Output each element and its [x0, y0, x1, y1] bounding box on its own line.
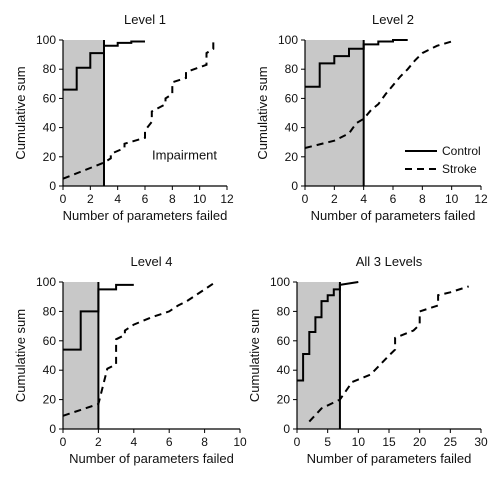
- chart-title: All 3 Levels: [356, 254, 423, 269]
- x-axis-label: Number of parameters failed: [307, 451, 472, 466]
- x-tick-label: 10: [193, 192, 207, 206]
- x-tick-label: 4: [130, 435, 137, 449]
- y-axis-label: Cumulative sum: [247, 309, 262, 402]
- x-tick-label: 20: [413, 435, 427, 449]
- y-tick-label: 80: [277, 304, 291, 318]
- y-axis-label: Cumulative sum: [13, 309, 28, 402]
- x-tick-label: 6: [166, 435, 173, 449]
- x-tick-label: 4: [114, 192, 121, 206]
- y-tick-label: 0: [291, 179, 298, 193]
- chart-panel-4: 0 5 10 15 20 25 30 0 20 40 60 80 100 All 3 Levels Numb…: [247, 254, 488, 466]
- x-tick-label: 8: [419, 192, 426, 206]
- series-line-stroke: [62, 282, 214, 417]
- y-tick-label: 20: [277, 393, 291, 407]
- x-tick-label: 5: [324, 435, 331, 449]
- chart-panel-2: 0 2 4 6 8 10 12 0 20 40 60 80 100 Level 2 Number of pa…: [255, 12, 488, 223]
- y-tick-label: 60: [277, 334, 291, 348]
- y-tick-label: 20: [285, 150, 299, 164]
- x-tick-label: 6: [142, 192, 149, 206]
- x-tick-label: 25: [444, 435, 458, 449]
- x-axis-label: Number of parameters failed: [63, 208, 228, 223]
- chart-title: Level 1: [124, 12, 166, 27]
- x-tick-label: 10: [352, 435, 366, 449]
- chart-title: Level 2: [372, 12, 414, 27]
- x-tick-label: 15: [382, 435, 396, 449]
- x-tick-label: 30: [474, 435, 488, 449]
- x-tick-label: 0: [60, 192, 67, 206]
- x-tick-label: 2: [95, 435, 102, 449]
- x-tick-label: 6: [390, 192, 397, 206]
- x-tick-label: 0: [294, 435, 301, 449]
- series-line-control: [297, 281, 359, 382]
- y-tick-label: 60: [43, 334, 57, 348]
- x-tick-label: 2: [87, 192, 94, 206]
- y-tick-label: 20: [43, 150, 57, 164]
- y-tick-label: 40: [277, 363, 291, 377]
- legend: Control Stroke: [405, 144, 481, 176]
- y-tick-label: 80: [43, 304, 57, 318]
- series-line-stroke: [62, 41, 215, 180]
- y-tick-label: 40: [43, 121, 57, 135]
- series-line-stroke: [304, 40, 452, 149]
- chart-title: Level 4: [131, 254, 173, 269]
- x-tick-label: 12: [220, 192, 234, 206]
- shaded-region: [63, 40, 104, 186]
- chart-panel-1: 0 2 4 6 8 10 12 0 20 40 60 80 100 Level 1 Number of pa…: [13, 12, 234, 223]
- y-axis-label: Cumulative sum: [255, 66, 270, 159]
- y-tick-label: 0: [283, 422, 290, 436]
- y-axis-label: Cumulative sum: [13, 66, 28, 159]
- series-line-stroke: [308, 285, 470, 423]
- x-tick-label: 0: [302, 192, 309, 206]
- legend-label-control: Control: [442, 144, 481, 158]
- x-tick-label: 8: [201, 435, 208, 449]
- y-tick-label: 100: [36, 275, 56, 289]
- series-line-control: [305, 39, 408, 88]
- x-tick-label: 0: [60, 435, 67, 449]
- x-tick-label: 2: [331, 192, 338, 206]
- y-tick-label: 80: [43, 62, 57, 76]
- shaded-region: [63, 282, 99, 429]
- shaded-region: [297, 282, 340, 429]
- x-tick-label: 12: [474, 192, 488, 206]
- x-axis-label: Number of parameters failed: [311, 208, 476, 223]
- y-tick-label: 60: [285, 91, 299, 105]
- y-tick-label: 0: [49, 179, 56, 193]
- x-axis-label: Number of parameters failed: [69, 451, 234, 466]
- impairment-label: Impairment: [152, 148, 217, 163]
- legend-label-stroke: Stroke: [442, 162, 477, 176]
- y-tick-label: 40: [285, 121, 299, 135]
- x-tick-label: 4: [360, 192, 367, 206]
- y-tick-label: 80: [285, 62, 299, 76]
- y-tick-label: 40: [43, 363, 57, 377]
- y-tick-label: 0: [49, 422, 56, 436]
- x-tick-label: 10: [445, 192, 459, 206]
- x-tick-label: 8: [169, 192, 176, 206]
- y-tick-label: 60: [43, 91, 57, 105]
- y-tick-label: 100: [278, 33, 298, 47]
- y-tick-label: 100: [36, 33, 56, 47]
- y-tick-label: 100: [270, 275, 290, 289]
- x-tick-label: 10: [233, 435, 247, 449]
- y-tick-label: 20: [43, 393, 57, 407]
